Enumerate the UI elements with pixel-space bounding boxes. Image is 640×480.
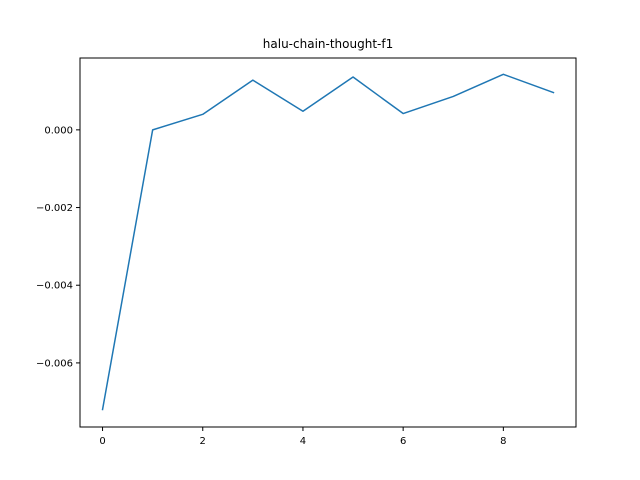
y-tick-label: 0.000 bbox=[44, 125, 73, 136]
plot-frame bbox=[79, 57, 577, 428]
x-tick-label: 6 bbox=[400, 436, 406, 447]
series-layer bbox=[101, 73, 555, 411]
chart-title: halu-chain-thought-f1 bbox=[263, 37, 393, 51]
y-tick-label: −0.002 bbox=[36, 203, 73, 214]
x-tick-label: 8 bbox=[500, 436, 506, 447]
y-tick-label: −0.006 bbox=[36, 358, 73, 369]
axis-ticks: 0 2 4 6 8 0.000 −0.002 −0.004 −0.006 bbox=[36, 125, 507, 447]
x-tick-label: 4 bbox=[300, 436, 306, 447]
x-tick-label: 2 bbox=[200, 436, 206, 447]
x-tick-label: 0 bbox=[99, 436, 105, 447]
y-tick-label: −0.004 bbox=[36, 281, 73, 292]
series-line bbox=[101, 73, 555, 411]
